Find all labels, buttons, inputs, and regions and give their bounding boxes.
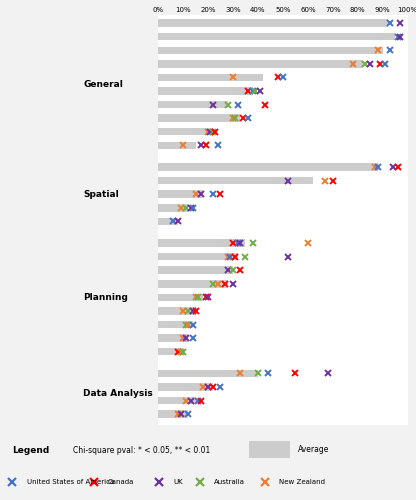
Bar bbox=[158, 370, 258, 377]
Bar bbox=[158, 384, 213, 390]
Bar bbox=[158, 20, 388, 27]
Bar bbox=[158, 253, 238, 260]
Bar bbox=[158, 334, 188, 342]
Bar bbox=[249, 441, 290, 458]
Bar bbox=[158, 321, 193, 328]
Bar bbox=[158, 74, 263, 81]
Bar bbox=[158, 204, 188, 212]
Bar bbox=[158, 164, 378, 171]
Bar bbox=[158, 33, 395, 40]
Bar bbox=[158, 348, 183, 356]
Bar bbox=[158, 280, 228, 287]
Bar bbox=[158, 114, 240, 122]
Bar bbox=[158, 177, 313, 184]
Text: Average: Average bbox=[298, 445, 329, 454]
Text: New Zealand: New Zealand bbox=[280, 479, 325, 485]
Text: Spatial: Spatial bbox=[83, 190, 119, 198]
Bar bbox=[158, 46, 383, 54]
Text: Data Analysis: Data Analysis bbox=[83, 390, 153, 398]
Bar bbox=[158, 410, 188, 418]
Text: Legend: Legend bbox=[12, 446, 50, 455]
Bar bbox=[158, 128, 213, 136]
Text: General: General bbox=[83, 80, 123, 88]
Bar bbox=[158, 190, 203, 198]
Text: UK: UK bbox=[173, 479, 183, 485]
Bar bbox=[158, 294, 203, 301]
Text: United States of America: United States of America bbox=[27, 479, 114, 485]
Bar bbox=[158, 142, 196, 149]
Bar bbox=[158, 88, 253, 95]
Bar bbox=[158, 218, 178, 225]
Text: Chi-square pval: * < 0.05, ** < 0.01: Chi-square pval: * < 0.05, ** < 0.01 bbox=[74, 446, 211, 455]
Bar bbox=[158, 266, 233, 274]
Text: Canada: Canada bbox=[108, 479, 134, 485]
Bar bbox=[158, 307, 196, 314]
Bar bbox=[158, 101, 228, 108]
Bar bbox=[158, 60, 363, 68]
Text: Planning: Planning bbox=[83, 293, 128, 302]
Bar bbox=[158, 240, 245, 247]
Bar bbox=[158, 397, 196, 404]
Text: Australia: Australia bbox=[214, 479, 245, 485]
